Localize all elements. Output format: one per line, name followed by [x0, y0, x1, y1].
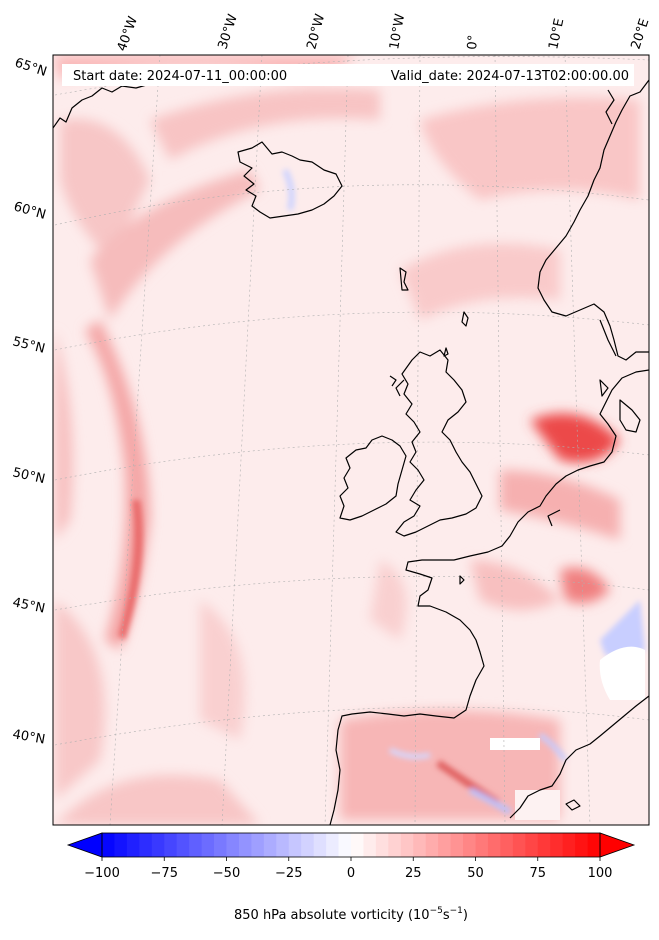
colorbar-step — [413, 833, 427, 857]
colorbar: −100 −75 −50 −25 0 25 50 75 100 850 hPa absolute… — [66, 832, 636, 923]
colorbar-extend-max — [599, 832, 636, 858]
colorbar-step — [151, 833, 165, 857]
colorbar-tick-label: 75 — [529, 866, 546, 881]
iberia-coast — [509, 695, 649, 819]
colorbar-step — [189, 833, 202, 857]
colorbar-step — [475, 833, 489, 857]
graticule-lines — [54, 55, 649, 825]
lon-label-30w: 30°W — [216, 12, 241, 51]
great-britain-coast — [395, 349, 483, 537]
lat-label-55n: 55°N — [11, 334, 46, 356]
colorbar-step — [487, 833, 501, 857]
colorbar-step — [425, 833, 439, 857]
colorbar-tick-label: 50 — [467, 866, 484, 881]
colorbar-step — [313, 833, 327, 857]
colorbar-step — [288, 833, 302, 857]
colorbar-step — [512, 833, 526, 857]
colorbar-step — [438, 833, 451, 857]
lon-label-10w: 10°W — [387, 13, 408, 51]
colorbar-step — [238, 833, 252, 857]
colorbar-step — [301, 833, 315, 857]
colorbar-tick-label: −100 — [84, 866, 120, 881]
lon-label-0: 0° — [465, 34, 481, 50]
lat-label-65n: 65°N — [13, 56, 49, 80]
colorbar-tick-label: −25 — [275, 866, 302, 881]
colorbar-step — [375, 833, 389, 857]
valid-date-label: Valid_date: 2024-07-13T02:00:00.00 — [391, 69, 629, 84]
colorbar-step — [351, 833, 364, 857]
colorbar-tick-label: 100 — [588, 866, 613, 881]
colorbar-step — [226, 833, 240, 857]
colorbar-step — [587, 833, 601, 857]
lon-label-10e: 10°E — [546, 17, 567, 51]
colorbar-step — [562, 833, 576, 857]
colorbar-step — [525, 833, 539, 857]
colorbar-step — [575, 833, 588, 857]
greenland-coast — [53, 81, 166, 129]
lat-label-40n: 40°N — [11, 727, 46, 747]
latitude-labels: 65°N 60°N 55°N 50°N 45°N 40°N — [11, 56, 49, 748]
colorbar-step — [363, 833, 377, 857]
colorbar-step — [537, 833, 551, 857]
colorbar-step — [176, 833, 190, 857]
lon-label-20w: 20°W — [304, 12, 328, 51]
colorbar-tick-label: −75 — [151, 866, 178, 881]
colorbar-step — [263, 833, 277, 857]
colorbar-step — [126, 833, 140, 857]
colorbar-step — [251, 833, 265, 857]
ireland-coast — [339, 435, 407, 521]
colorbar-step — [388, 833, 402, 857]
lat-label-60n: 60°N — [12, 199, 48, 222]
coastlines — [53, 79, 649, 825]
start-date-label: Start date: 2024-07-11_00:00:00 — [73, 69, 287, 84]
colorbar-step — [164, 833, 178, 857]
colorbar-tick-label: −50 — [213, 866, 240, 881]
continent-coast — [329, 369, 649, 825]
colorbar-label: 850 hPa absolute vorticity (10−5s−1) — [234, 906, 468, 923]
colorbar-step — [276, 833, 290, 857]
colorbar-step — [201, 833, 215, 857]
colorbar-tick-label: 0 — [347, 866, 355, 881]
colorbar-extend-min — [66, 832, 103, 858]
header-box — [62, 64, 634, 86]
colorbar-step — [400, 833, 414, 857]
colorbar-step — [550, 833, 564, 857]
vorticity-map — [53, 55, 649, 825]
colorbar-step — [326, 833, 339, 857]
iceland-coast — [237, 141, 343, 219]
longitude-labels: 40°W 30°W 20°W 10°W 0° 10°E 20°E — [115, 12, 653, 53]
colorbar-step — [338, 833, 352, 857]
lon-label-40w: 40°W — [115, 14, 141, 53]
colorbar-tick-label: 25 — [405, 866, 422, 881]
lat-label-50n: 50°N — [11, 465, 46, 487]
vorticity-field — [53, 55, 640, 825]
colorbar-step — [114, 833, 128, 857]
colorbar-step — [139, 833, 153, 857]
colorbar-step — [463, 833, 476, 857]
colorbar-step — [500, 833, 514, 857]
lat-label-45n: 45°N — [11, 595, 46, 616]
scandinavia-coast — [537, 79, 649, 361]
colorbar-step — [450, 833, 464, 857]
colorbar-step — [214, 833, 227, 857]
map-frame — [52, 54, 650, 826]
lon-label-20e: 20°E — [629, 17, 653, 51]
colorbar-step — [102, 833, 115, 857]
